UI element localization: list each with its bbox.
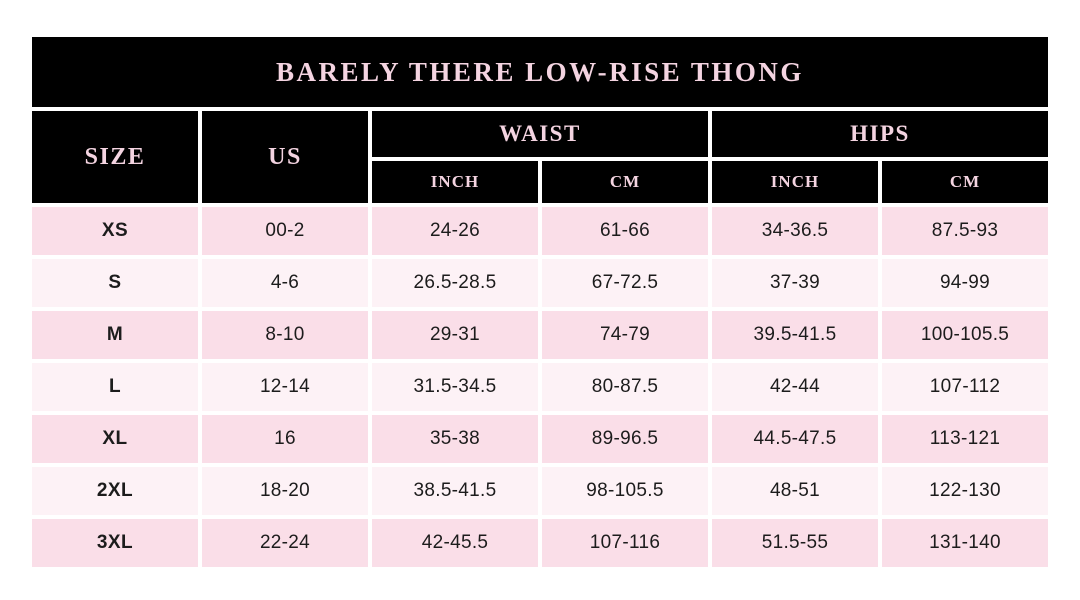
- chart-title: BARELY THERE LOW-RISE THONG: [32, 37, 1048, 107]
- table-cell-waist_inch: 26.5-28.5: [372, 259, 538, 307]
- column-header-size: SIZE: [32, 111, 198, 203]
- table-cell-waist_cm: 98-105.5: [542, 467, 708, 515]
- table-cell-waist_inch: 38.5-41.5: [372, 467, 538, 515]
- row-xs-size-label: XS: [32, 207, 198, 255]
- table-cell-waist_inch: 31.5-34.5: [372, 363, 538, 411]
- row-s-size-label: S: [32, 259, 198, 307]
- row-xl-size-label: XL: [32, 415, 198, 463]
- table-cell-hips_inch: 44.5-47.5: [712, 415, 878, 463]
- table-cell-hips_inch: 37-39: [712, 259, 878, 307]
- table-cell-hips_cm: 87.5-93: [882, 207, 1048, 255]
- table-cell-waist_inch: 24-26: [372, 207, 538, 255]
- column-group-header-hips: HIPS: [712, 111, 1048, 157]
- table-cell-hips_cm: 131-140: [882, 519, 1048, 567]
- table-cell-waist_inch: 42-45.5: [372, 519, 538, 567]
- table-cell-waist_inch: 35-38: [372, 415, 538, 463]
- table-cell-waist_cm: 89-96.5: [542, 415, 708, 463]
- table-cell-waist_inch: 29-31: [372, 311, 538, 359]
- table-cell-hips_inch: 34-36.5: [712, 207, 878, 255]
- table-cell-us: 4-6: [202, 259, 368, 307]
- table-cell-waist_cm: 74-79: [542, 311, 708, 359]
- table-cell-us: 18-20: [202, 467, 368, 515]
- row-3xl-size-label: 3XL: [32, 519, 198, 567]
- table-cell-us: 12-14: [202, 363, 368, 411]
- column-header-hips-cm: CM: [882, 161, 1048, 203]
- column-group-header-waist: WAIST: [372, 111, 708, 157]
- table-cell-us: 8-10: [202, 311, 368, 359]
- table-cell-hips_cm: 113-121: [882, 415, 1048, 463]
- table-cell-us: 00-2: [202, 207, 368, 255]
- row-2xl-size-label: 2XL: [32, 467, 198, 515]
- table-cell-waist_cm: 61-66: [542, 207, 708, 255]
- table-cell-hips_inch: 51.5-55: [712, 519, 878, 567]
- column-header-waist-cm: CM: [542, 161, 708, 203]
- table-cell-us: 16: [202, 415, 368, 463]
- table-cell-hips_inch: 42-44: [712, 363, 878, 411]
- table-cell-waist_cm: 67-72.5: [542, 259, 708, 307]
- column-header-us: US: [202, 111, 368, 203]
- table-cell-hips_inch: 39.5-41.5: [712, 311, 878, 359]
- row-l-size-label: L: [32, 363, 198, 411]
- table-cell-hips_cm: 122-130: [882, 467, 1048, 515]
- column-header-hips-inch: INCH: [712, 161, 878, 203]
- table-cell-us: 22-24: [202, 519, 368, 567]
- row-m-size-label: M: [32, 311, 198, 359]
- table-cell-hips_cm: 107-112: [882, 363, 1048, 411]
- table-cell-waist_cm: 80-87.5: [542, 363, 708, 411]
- column-header-waist-inch: INCH: [372, 161, 538, 203]
- table-cell-waist_cm: 107-116: [542, 519, 708, 567]
- size-chart: BARELY THERE LOW-RISE THONG SIZE US WAIS…: [32, 37, 1048, 567]
- table-cell-hips_cm: 94-99: [882, 259, 1048, 307]
- table-cell-hips_cm: 100-105.5: [882, 311, 1048, 359]
- table-cell-hips_inch: 48-51: [712, 467, 878, 515]
